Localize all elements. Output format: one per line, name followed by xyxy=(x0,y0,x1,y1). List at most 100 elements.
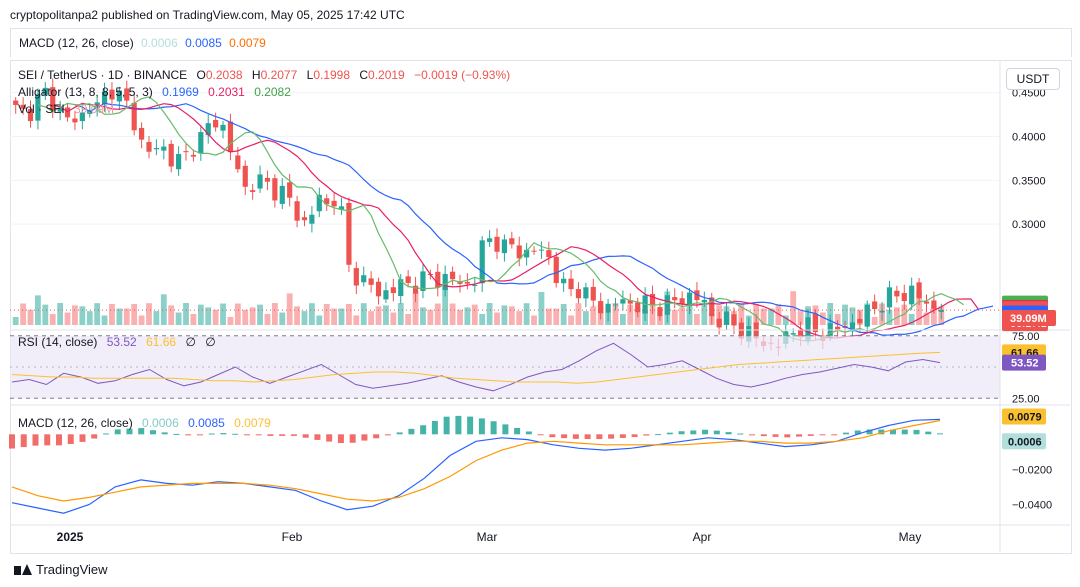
volume-bar xyxy=(657,316,663,325)
candle-body xyxy=(590,286,596,301)
candle-body xyxy=(213,120,219,128)
collapsed-macd-signal: 0.0079 xyxy=(229,36,266,50)
volume-bar xyxy=(197,304,204,325)
macd-legend-signal: 0.0079 xyxy=(234,416,271,430)
volume-bar xyxy=(220,303,226,325)
candles xyxy=(13,78,944,356)
macd-hist-bar xyxy=(126,428,133,435)
time-tick-label: Feb xyxy=(282,530,303,544)
candle-body xyxy=(635,302,641,313)
volume-badge-bg xyxy=(1002,310,1056,326)
rsi-band xyxy=(10,335,1000,399)
macd-hist-bar xyxy=(326,434,333,442)
rsi-legend-ma: 61.66 xyxy=(146,335,176,349)
volume-bar xyxy=(797,311,804,325)
candle-body xyxy=(479,240,485,284)
symbol-label: SEI / TetherUS · 1D · BINANCE xyxy=(18,68,187,82)
candle-body xyxy=(79,112,85,122)
candle-body xyxy=(153,148,159,150)
volume-bar xyxy=(249,307,256,325)
macd-hist-bar xyxy=(678,431,685,435)
volume-bar xyxy=(494,312,500,325)
macd-hist-badge: 0.0006 xyxy=(1008,436,1042,448)
macd-hist-bar xyxy=(173,433,180,435)
candle-body xyxy=(138,127,145,140)
macd-hist-bar xyxy=(537,434,544,436)
volume-bar xyxy=(79,306,86,325)
candle-body xyxy=(405,276,411,283)
volume-bar xyxy=(175,312,182,325)
collapsed-macd-header[interactable]: MACD (12, 26, close) 0.0006 0.0085 0.007… xyxy=(10,28,1072,57)
volume-bar xyxy=(501,305,508,325)
volume-bar xyxy=(486,303,493,325)
candle-body xyxy=(375,281,382,297)
volume-bar xyxy=(138,315,145,325)
volume-bar xyxy=(790,291,797,325)
macd-hist-bar xyxy=(243,434,250,436)
volume-bar xyxy=(834,314,841,325)
volume-bar xyxy=(575,303,582,325)
volume-bar xyxy=(523,303,530,325)
candle-body xyxy=(309,214,315,224)
candle-body xyxy=(338,206,345,210)
macd-hist-bar xyxy=(220,433,227,435)
collapsed-macd-line: 0.0085 xyxy=(185,36,222,50)
candle-body xyxy=(412,285,419,294)
teeth-value: 0.2031 xyxy=(208,85,245,99)
candle-body xyxy=(109,89,115,100)
macd-hist-bar xyxy=(9,434,15,449)
volume-bar xyxy=(190,314,197,325)
candle-body xyxy=(931,300,937,309)
volume-bar xyxy=(449,303,456,325)
chart-frame[interactable] xyxy=(10,60,1072,554)
volume-bar xyxy=(383,305,389,325)
volume-bar xyxy=(64,312,71,325)
candle-body xyxy=(583,287,589,299)
candle-body xyxy=(746,325,752,342)
volume-bar xyxy=(738,303,745,325)
price-tick-label: 0.3000 xyxy=(1012,219,1046,231)
volume-bar xyxy=(827,303,834,325)
volume-bar xyxy=(819,312,826,325)
volume-bar xyxy=(871,316,878,325)
candle-body xyxy=(731,314,737,326)
volume-bar xyxy=(671,309,678,325)
volume-bar xyxy=(146,303,152,325)
macd-hist-bar xyxy=(890,429,897,435)
candle-body xyxy=(509,238,515,245)
macd-hist-bar xyxy=(91,434,98,439)
rsi-level-label: 75.00 xyxy=(1012,331,1040,343)
volume-bar xyxy=(464,307,471,325)
volume-bar xyxy=(72,305,78,325)
high-label: H xyxy=(252,68,261,82)
candle-body xyxy=(272,178,278,201)
candle-body xyxy=(72,118,78,123)
volume-bar xyxy=(234,303,241,325)
teeth-line xyxy=(52,102,979,339)
macd-hist-bar xyxy=(619,434,626,438)
volume-bar xyxy=(434,303,441,325)
candle-body xyxy=(857,318,863,324)
volume-bar xyxy=(101,315,108,325)
rsi-ma-line xyxy=(11,351,941,384)
candle-body xyxy=(449,271,456,280)
volume-bar xyxy=(86,311,93,325)
volume-bar xyxy=(308,303,315,325)
footer-brand: TradingView xyxy=(36,562,108,577)
currency-button[interactable]: USDT xyxy=(1006,68,1060,90)
macd-line xyxy=(11,418,941,514)
volume-bar xyxy=(405,314,412,325)
candle-body xyxy=(531,250,537,252)
candle-body xyxy=(538,249,545,251)
price-tick-label: 0.3500 xyxy=(1012,175,1046,187)
candle-body xyxy=(627,300,633,304)
candle-body xyxy=(672,297,678,301)
macd-hist-bar xyxy=(608,434,615,439)
rsi-legend: RSI (14, close) 53.52 61.66 ∅ ∅ xyxy=(18,335,216,349)
candle-body xyxy=(316,194,322,212)
candle-body xyxy=(279,185,285,204)
volume-bar xyxy=(20,303,27,325)
volume-bar xyxy=(923,312,930,325)
macd-hist-bar xyxy=(373,434,380,439)
